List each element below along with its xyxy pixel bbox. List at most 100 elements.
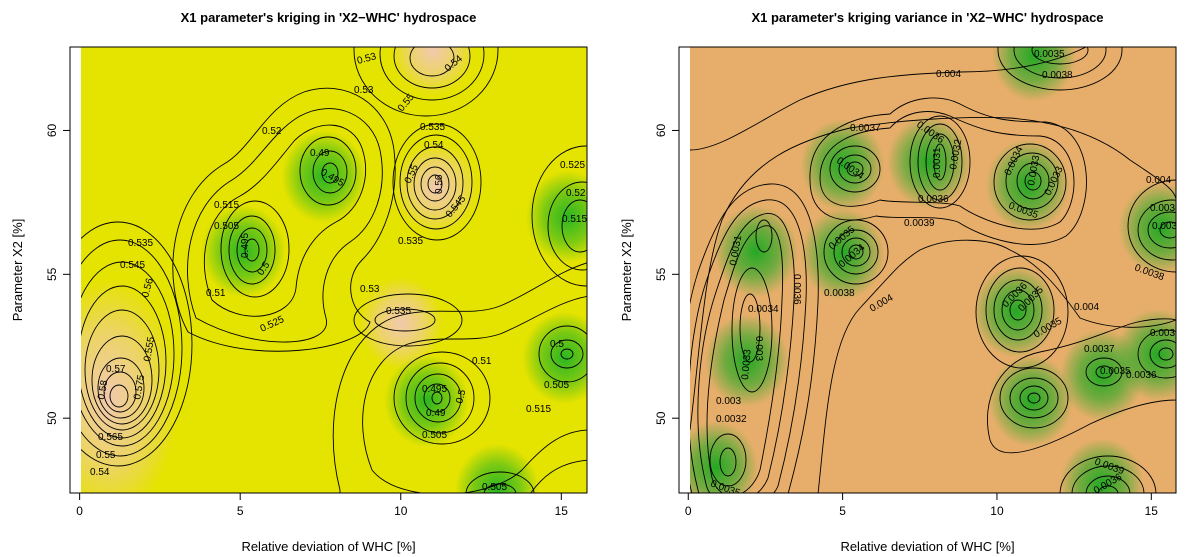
contour-line [1085, 475, 1131, 493]
y-tick-label: 55 [654, 267, 668, 281]
contour-line [228, 215, 276, 285]
y-tick-label: 50 [45, 411, 59, 425]
contour-line [987, 318, 1176, 454]
contour-line [697, 213, 795, 493]
contour-label: 0.51 [472, 356, 492, 367]
contour-line [420, 166, 450, 202]
contour-label: 0.53 [356, 51, 378, 67]
contour-label: 0.0036 [918, 194, 949, 205]
contour-label: 0.535 [386, 306, 411, 317]
contour-label: 0.515 [526, 404, 551, 415]
axis-ticks: 0 5 10 15 50 55 60 [45, 123, 568, 518]
contour-label: 0.51 [206, 288, 226, 299]
plot-frame [678, 46, 1177, 494]
contour-line [690, 183, 819, 493]
contour-line [1127, 179, 1176, 273]
contour-label: 0.003 [753, 336, 764, 361]
contour-line [427, 174, 443, 194]
contour-line [1024, 171, 1042, 191]
contour-line [531, 145, 587, 287]
contour-line [299, 136, 357, 206]
contour-line [1027, 392, 1041, 404]
contour-line [332, 262, 587, 493]
contour-label: 0.0039 [1152, 221, 1183, 232]
contour-line [909, 115, 971, 209]
contour-lines [690, 47, 1176, 493]
contour-line [706, 225, 784, 493]
contour-line [1009, 377, 1059, 419]
x-tick-label: 5 [839, 504, 846, 518]
contour-line [997, 47, 1123, 91]
contour-line [550, 339, 584, 369]
contour-line [406, 146, 464, 220]
contour-line [465, 471, 535, 493]
contour-label: 0.505 [422, 430, 447, 441]
contour-line [399, 134, 473, 230]
y-tick-label: 50 [654, 411, 668, 425]
contour-label: 0.525 [560, 160, 585, 171]
contour-line [312, 150, 348, 194]
contour-line [1147, 211, 1176, 249]
contour-line [925, 133, 955, 191]
heatmap-low-region [525, 170, 587, 263]
contour-line [560, 348, 574, 360]
x-tick-label: 0 [685, 504, 692, 518]
contour-line [414, 373, 462, 423]
contour-lines [81, 47, 587, 493]
contour-label: 0.0031 [932, 147, 943, 178]
contour-line [739, 293, 761, 363]
kriging-panel: 0.535 0.545 0.56 0.555 0.57 0.58 0.575 0… [10, 10, 588, 554]
contour-line [1158, 347, 1174, 361]
contour-line [1009, 299, 1027, 321]
contour-line [833, 229, 879, 275]
contour-label: 0.54 [90, 467, 110, 478]
contour-label: 0.53 [354, 85, 374, 96]
contour-line [362, 296, 587, 493]
contour-line [1001, 289, 1035, 331]
contour-line [405, 362, 475, 434]
contour-label: 0.5 [454, 388, 468, 405]
contour-line [817, 239, 1176, 493]
contour-line [1005, 152, 1059, 210]
contour-line [993, 279, 1043, 341]
contour-line [561, 199, 587, 253]
contour-label: 0.0038 [1150, 328, 1181, 339]
contour-label: 0.56 [434, 174, 445, 194]
contour-line [353, 293, 463, 347]
contour-line [393, 47, 471, 89]
x-axis-label: Relative deviation of WHC [%] [840, 539, 1014, 554]
contour-label: 0.0038 [1042, 70, 1073, 81]
contour-line [809, 97, 1087, 245]
x-tick-label: 10 [394, 504, 408, 518]
contour-line [1137, 199, 1176, 261]
contour-line [848, 244, 864, 260]
variance-panel: 0.0035 0.0038 0.004 0.0037 0.0036 0.0031… [619, 10, 1183, 554]
contour-label: 0.495 [240, 233, 251, 258]
contour-line [985, 267, 1055, 353]
contour-label: 0.535 [398, 236, 423, 247]
contour-label: 0.555 [142, 336, 157, 363]
contour-line [538, 325, 587, 383]
contour-label: 0.58 [96, 379, 110, 401]
contour-line [379, 47, 485, 101]
contour-line [1019, 385, 1049, 411]
contour-label: 0.515 [562, 214, 587, 225]
contour-line [999, 367, 1069, 429]
contour-line [755, 219, 773, 253]
contour-line [91, 335, 153, 425]
contour-line [690, 47, 1176, 431]
contour-line [81, 221, 193, 467]
heatmap-high-region [358, 277, 443, 370]
contour-labels: 0.535 0.545 0.56 0.555 0.57 0.58 0.575 0… [90, 51, 587, 493]
heatmap-high-region [81, 278, 179, 493]
contour-label: 0.49 [426, 408, 446, 419]
heatmap-low-region [384, 354, 469, 447]
contour-label: 0.565 [98, 432, 123, 443]
contour-line [392, 123, 482, 241]
heatmap-low-region [1115, 308, 1176, 401]
heatmap-high-region [394, 141, 479, 234]
contour-line [409, 47, 455, 77]
plot-blank-strip [679, 47, 690, 493]
plot-blank-strip [70, 47, 81, 493]
plot-frame [69, 46, 588, 494]
